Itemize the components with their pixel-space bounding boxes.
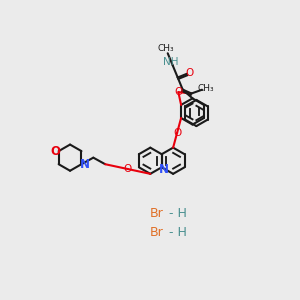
- Text: CH₃: CH₃: [197, 84, 214, 93]
- Text: O: O: [124, 164, 132, 174]
- Text: NH: NH: [164, 57, 179, 67]
- Text: N: N: [80, 158, 90, 171]
- Text: - H: - H: [165, 226, 187, 239]
- Text: O: O: [174, 87, 182, 97]
- Text: O: O: [186, 68, 194, 78]
- Text: Br: Br: [150, 207, 164, 220]
- Text: N: N: [159, 163, 169, 176]
- Text: CH₃: CH₃: [157, 44, 174, 53]
- Text: O: O: [50, 145, 61, 158]
- Text: O: O: [173, 128, 181, 138]
- Text: Br: Br: [150, 226, 164, 239]
- Text: - H: - H: [165, 207, 187, 220]
